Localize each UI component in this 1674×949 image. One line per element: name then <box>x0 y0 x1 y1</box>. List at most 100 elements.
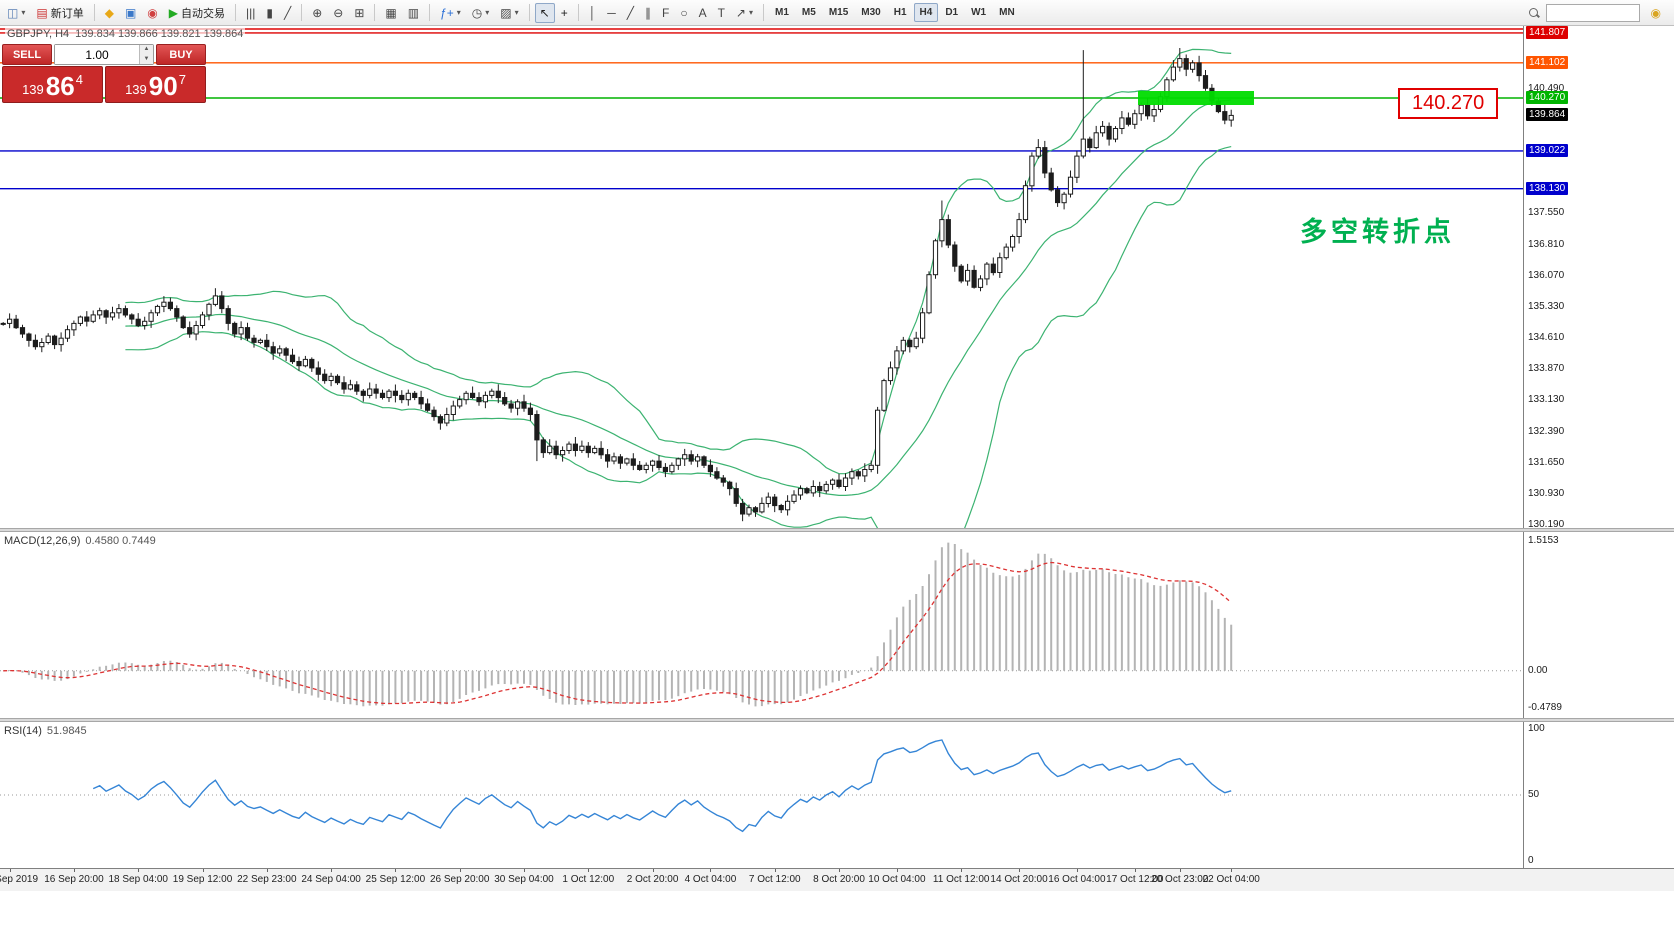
time-tick <box>523 869 525 872</box>
text-button[interactable]: A <box>694 3 712 23</box>
macd-label: MACD(12,26,9) 0.4580 0.7449 <box>4 535 156 547</box>
new-chart-button[interactable]: ◫ ▾ <box>2 3 30 23</box>
zoom-out-button[interactable]: ⊖ <box>328 3 348 23</box>
bar-chart-button[interactable]: ||| <box>241 3 260 23</box>
candle-body <box>232 322 238 335</box>
candle-body <box>740 502 746 515</box>
candle-body <box>669 464 675 473</box>
volume-down-button[interactable]: ▼ <box>140 54 153 64</box>
candle-body <box>167 301 174 310</box>
fibonacci-button[interactable]: F <box>657 3 674 23</box>
candle-body <box>675 458 681 466</box>
indicators-button[interactable]: ƒ+ ▾ <box>435 3 466 23</box>
tf-m30-button[interactable]: M30 <box>855 3 886 22</box>
sell-button[interactable]: SELL <box>2 44 52 65</box>
candle-body <box>206 303 212 316</box>
crosshair-icon: + <box>560 5 568 20</box>
toolbar: ◫ ▾ ▤ 新订单 ◆ ▣ ◉ ▶ 自动交易 ||| ▮ ╱ ⊕ ⊖ ⊞ ▦ ▥ ƒ+ ▾ ◷ ▾ ▨ ▾ ↖ + │ ─ ╱ ∥ F ○ A… <box>0 0 1674 26</box>
macd-axis[interactable]: 1.5153 0.00 -0.4789 <box>1523 532 1674 718</box>
candle-body <box>97 310 103 316</box>
signals-button[interactable]: ◉ <box>142 3 162 23</box>
time-tick <box>331 869 333 872</box>
buy-price-button[interactable]: 139 90 7 <box>105 66 206 103</box>
text-label-button[interactable]: T <box>713 3 730 23</box>
new-order-button[interactable]: ▤ 新订单 <box>31 2 88 24</box>
periods-button[interactable]: ◷ ▾ <box>467 3 495 23</box>
macd-chart[interactable] <box>0 532 1524 718</box>
tf-mn-button[interactable]: MN <box>993 3 1021 22</box>
zoom-in-button[interactable]: ⊕ <box>307 3 327 23</box>
volume-up-button[interactable]: ▲ <box>140 45 153 55</box>
candle-body <box>830 479 836 485</box>
sell-price-main: 86 <box>45 71 75 101</box>
rsi-chart[interactable] <box>0 722 1524 868</box>
tf-h1-button[interactable]: H1 <box>888 3 913 22</box>
track-chart-button[interactable]: ▥ <box>403 3 424 23</box>
arrange-windows-button[interactable]: ▦ <box>380 3 401 23</box>
tf-mn-button-label: MN <box>999 7 1015 18</box>
candlestick-chart[interactable] <box>0 26 1524 528</box>
candle-body <box>1177 58 1183 68</box>
volume-input[interactable] <box>55 45 139 64</box>
candlestick-chart-icon: ▮ <box>266 5 273 20</box>
tf-h4-button[interactable]: H4 <box>913 3 939 22</box>
candle-body <box>508 403 514 409</box>
candle-body <box>617 456 623 464</box>
shapes-button[interactable]: ○ <box>675 3 692 23</box>
tf-d1-button[interactable]: D1 <box>939 3 964 22</box>
autotrading-button[interactable]: ▶ 自动交易 <box>164 2 230 24</box>
candle-body <box>1183 58 1189 70</box>
line-chart-button[interactable]: ╱ <box>279 3 296 23</box>
tf-m5-button[interactable]: M5 <box>796 3 822 22</box>
rsi-axis-label: 50 <box>1528 789 1540 800</box>
candle-body <box>913 337 919 348</box>
panel-splitter[interactable] <box>0 718 1674 722</box>
price-tick: 130.930 <box>1528 487 1565 499</box>
candle-body <box>296 361 302 367</box>
search-input[interactable] <box>1545 3 1640 22</box>
community-icon[interactable]: ◉ <box>1650 5 1661 20</box>
autotrading-icon: ▶ <box>168 5 178 20</box>
candle-body <box>855 471 861 477</box>
zoom-in-icon: ⊕ <box>312 5 323 20</box>
panel-splitter[interactable] <box>0 528 1674 532</box>
candle-body <box>695 456 701 462</box>
candle-body <box>225 308 231 324</box>
periods-icon: ◷ <box>471 5 483 20</box>
candle-body <box>926 274 932 314</box>
horizontal-line-button[interactable]: ─ <box>602 3 621 23</box>
chevron-down-icon: ▾ <box>21 8 26 17</box>
vertical-line-button[interactable]: │ <box>584 3 602 23</box>
cursor-button[interactable]: ↖ <box>534 2 555 23</box>
tf-m1-button[interactable]: M1 <box>769 3 795 22</box>
time-tick <box>652 869 654 872</box>
search-icon[interactable] <box>1528 7 1540 19</box>
candle-body <box>752 507 759 513</box>
buy-button[interactable]: BUY <box>156 44 206 65</box>
crosshair-button[interactable]: + <box>556 3 573 23</box>
candle-body <box>714 471 720 479</box>
tf-w1-button[interactable]: W1 <box>965 3 992 22</box>
mql-wizard-button[interactable]: ◆ <box>100 3 119 23</box>
candle-body <box>482 394 488 403</box>
macd-axis-label: 1.5153 <box>1528 535 1559 546</box>
tile-windows-button[interactable]: ⊞ <box>349 3 369 23</box>
arrows-button[interactable]: ↗ ▾ <box>731 3 758 23</box>
sell-price-button[interactable]: 139 86 4 <box>2 66 103 103</box>
equidistant-channel-button[interactable]: ∥ <box>640 3 656 23</box>
tf-m15-button[interactable]: M15 <box>823 3 854 22</box>
candlestick-chart-button[interactable]: ▮ <box>261 3 278 23</box>
candle-body <box>842 477 849 487</box>
candle-body <box>1016 219 1022 238</box>
candle-body <box>810 486 816 494</box>
candle-body <box>945 219 951 246</box>
candle-body <box>309 358 315 369</box>
price-axis[interactable]: 140.490 137.550 136.810 136.070 135.330 134.6… <box>1523 26 1674 530</box>
tf-m1-button-label: M1 <box>775 7 789 18</box>
rsi-axis[interactable]: 100 50 0 <box>1523 722 1674 868</box>
market-button[interactable]: ▣ <box>120 3 141 23</box>
time-axis[interactable]: 13 Sep 2019 16 Sep 20:00 18 Sep 04:00 19 Se… <box>0 868 1674 891</box>
templates-button[interactable]: ▨ ▾ <box>495 3 523 23</box>
time-tick <box>138 869 140 872</box>
trendline-button[interactable]: ╱ <box>622 3 639 23</box>
